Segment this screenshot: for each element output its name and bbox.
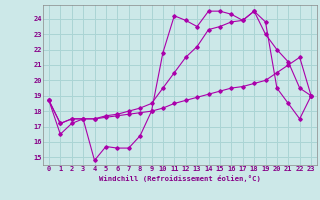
X-axis label: Windchill (Refroidissement éolien,°C): Windchill (Refroidissement éolien,°C) (99, 175, 261, 182)
